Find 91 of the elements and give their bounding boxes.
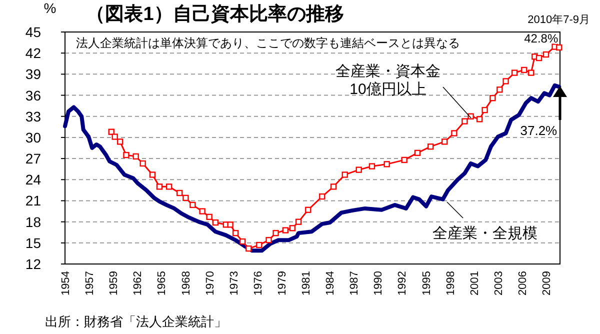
y-tick-label: 21 bbox=[25, 192, 42, 209]
y-tick-label: 45 bbox=[25, 24, 42, 40]
point bbox=[282, 227, 288, 234]
y-tick-label: 39 bbox=[25, 66, 42, 82]
point bbox=[266, 236, 272, 244]
point bbox=[401, 156, 408, 164]
point bbox=[490, 94, 496, 102]
x-tick-label: 1987 bbox=[348, 271, 361, 296]
point bbox=[176, 190, 183, 196]
text: 全産業・資本金 10億円以上 bbox=[336, 63, 440, 98]
point bbox=[239, 238, 246, 245]
point bbox=[441, 138, 448, 145]
point bbox=[289, 225, 296, 232]
y-tick-label: 27 bbox=[25, 150, 42, 167]
x-tick-label: 2009 bbox=[541, 271, 554, 296]
point bbox=[123, 152, 130, 158]
x-tick-label: 2006 bbox=[516, 271, 529, 296]
point bbox=[451, 130, 458, 136]
x-tick-label: 1968 bbox=[180, 271, 192, 296]
point bbox=[528, 70, 534, 76]
point bbox=[108, 128, 114, 135]
x-tick-label: 1981 bbox=[300, 271, 313, 296]
point bbox=[496, 86, 503, 93]
x-tick-label: 1973 bbox=[228, 271, 240, 296]
point bbox=[476, 116, 483, 122]
point bbox=[511, 70, 518, 76]
x-tick-label: 1957 bbox=[84, 271, 96, 296]
point bbox=[206, 214, 212, 220]
point bbox=[368, 163, 376, 170]
point bbox=[190, 202, 196, 208]
y-tick-label: 36 bbox=[25, 87, 42, 104]
point bbox=[542, 51, 550, 58]
point bbox=[256, 242, 262, 248]
series-label: 全産業・全規模 bbox=[432, 225, 538, 242]
y-tick-label: 12 bbox=[25, 256, 42, 272]
x-tick-label: 1995 bbox=[420, 271, 433, 296]
point bbox=[342, 172, 348, 178]
point bbox=[132, 153, 139, 160]
point bbox=[536, 54, 542, 62]
point bbox=[227, 222, 234, 228]
y-tick-label: 30 bbox=[25, 129, 42, 146]
annotation: 37.2% bbox=[520, 122, 558, 138]
y-tick-label: 15 bbox=[25, 234, 42, 251]
x-tick-label: 1962 bbox=[132, 271, 144, 296]
x-tick-label: 1965 bbox=[156, 271, 168, 296]
x-tick-label: 1970 bbox=[204, 271, 216, 296]
point bbox=[140, 160, 146, 167]
annotation: 法人企業統計は単体決算であり、ここでの数字も連結ベースとは異なる bbox=[76, 36, 460, 50]
y-axis-title: % bbox=[44, 0, 56, 16]
point bbox=[319, 193, 326, 200]
y-tick-label: 42 bbox=[25, 45, 42, 62]
y-tick-label: 18 bbox=[25, 214, 42, 230]
point bbox=[502, 78, 509, 84]
x-tick-label: 1959 bbox=[108, 271, 120, 296]
text: 出所：財務省「法人企業統計」 bbox=[45, 314, 227, 329]
y-tick-label: 24 bbox=[25, 172, 42, 188]
point bbox=[482, 106, 488, 114]
point bbox=[149, 172, 156, 178]
point bbox=[166, 184, 172, 190]
point bbox=[462, 118, 468, 124]
annotation: 42.8% bbox=[524, 31, 558, 46]
x-tick-label: 1954 bbox=[60, 271, 72, 296]
point bbox=[556, 44, 562, 51]
point bbox=[199, 208, 206, 214]
point bbox=[116, 138, 124, 145]
point bbox=[330, 184, 337, 190]
point bbox=[182, 194, 189, 202]
point bbox=[356, 166, 362, 173]
point bbox=[212, 219, 219, 226]
x-tick-label: 1992 bbox=[396, 271, 409, 296]
point bbox=[232, 230, 239, 236]
point bbox=[414, 150, 421, 156]
point bbox=[272, 230, 279, 236]
point bbox=[384, 161, 390, 168]
y-tick-label: 33 bbox=[25, 108, 42, 124]
x-tick-label: 2003 bbox=[492, 271, 505, 296]
point bbox=[112, 134, 118, 140]
point bbox=[246, 245, 252, 252]
x-tick-label: 1990 bbox=[372, 271, 385, 296]
chart-title: （図表1）自己資本比率の推移 bbox=[86, 3, 344, 25]
point bbox=[295, 218, 302, 225]
point bbox=[521, 66, 528, 74]
point bbox=[156, 184, 163, 190]
x-tick-label: 1984 bbox=[324, 271, 337, 296]
text: 2010年7-9月 bbox=[528, 14, 590, 26]
point bbox=[427, 143, 434, 150]
x-tick-label: 2001 bbox=[468, 271, 481, 296]
x-tick-label: 1998 bbox=[444, 271, 457, 296]
x-tick-label: 1979 bbox=[276, 271, 288, 296]
point bbox=[305, 206, 312, 213]
x-tick-label: 1976 bbox=[252, 271, 264, 296]
